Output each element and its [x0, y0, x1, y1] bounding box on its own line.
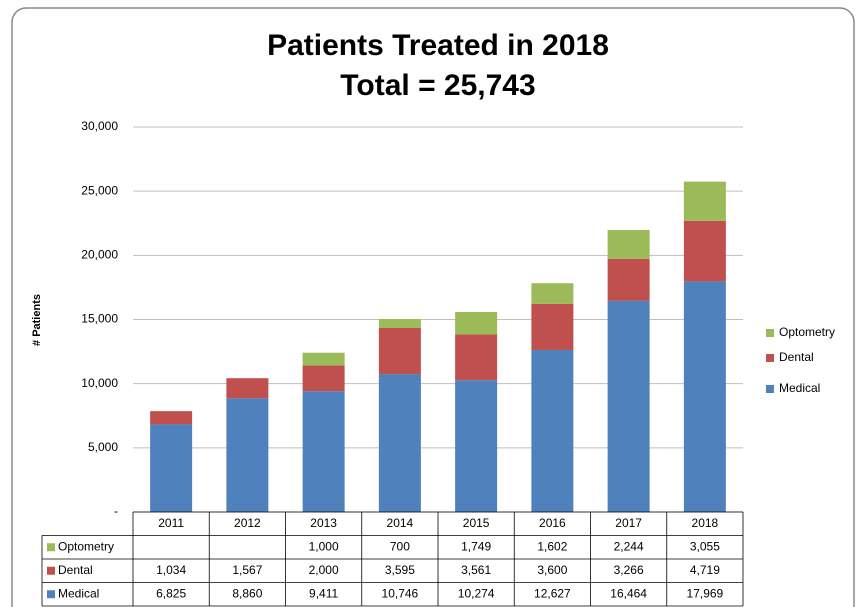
bar-segment — [150, 424, 193, 512]
table-cell: 4,719 — [690, 563, 720, 577]
table-row-label: Dental — [58, 563, 93, 577]
table-cell: 10,746 — [382, 586, 419, 600]
y-tick-label: 25,000 — [81, 183, 118, 197]
bar-segment — [607, 230, 650, 259]
table-cell: 1,567 — [232, 563, 262, 577]
legend-label: Medical — [779, 381, 820, 395]
table-row-label: Medical — [58, 586, 99, 600]
chart-subtitle: Total = 25,743 — [340, 69, 535, 102]
legend-key — [766, 354, 774, 362]
table-cell: 2,244 — [614, 539, 644, 553]
bar-segment — [378, 318, 421, 328]
x-tick-label: 2012 — [234, 516, 261, 530]
table-cell: 9,411 — [309, 586, 338, 600]
table-legend-key — [47, 590, 55, 599]
table-cell: 3,595 — [385, 563, 415, 577]
legend-label: Optometry — [779, 325, 835, 339]
bar-segment — [683, 281, 726, 512]
bar-segment — [378, 374, 421, 512]
y-axis-label: # Patients — [31, 294, 43, 346]
bar-segment — [150, 411, 193, 425]
x-tick-label: 2014 — [387, 516, 414, 530]
x-tick-label: 2015 — [463, 516, 490, 530]
table-cell: 3,055 — [690, 539, 720, 553]
table-cell: 16,464 — [610, 586, 647, 600]
bar-segment — [607, 300, 650, 512]
legend-key — [766, 329, 774, 337]
bar-segment — [531, 303, 574, 350]
bar-segment — [302, 352, 345, 366]
table-legend-key — [47, 566, 55, 575]
x-tick-label: 2011 — [158, 516, 184, 530]
y-tick-label: - — [114, 504, 118, 518]
table-cell: 12,627 — [534, 586, 571, 600]
bar-segment — [226, 378, 269, 399]
bar-segment — [302, 391, 345, 512]
table-cell: 10,274 — [458, 586, 495, 600]
table-legend-key — [47, 543, 55, 552]
y-tick-label: 30,000 — [81, 119, 118, 133]
bar-segment — [455, 334, 498, 381]
chart-title: Patients Treated in 2018 — [267, 29, 609, 62]
table-cell: 1,749 — [461, 539, 491, 553]
bar-segment — [302, 365, 345, 392]
bar-segment — [683, 181, 726, 221]
bar-segment — [455, 380, 498, 512]
legend-label: Dental — [779, 350, 814, 364]
table-cell: 3,600 — [537, 563, 567, 577]
bar-segment — [531, 349, 574, 512]
table-cell: 1,000 — [309, 539, 339, 553]
table-row-label: Optometry — [58, 539, 114, 553]
bar-segment — [378, 327, 421, 375]
y-tick-label: 20,000 — [81, 248, 118, 262]
y-tick-label: 15,000 — [81, 312, 118, 326]
x-tick-label: 2017 — [615, 516, 642, 530]
x-tick-label: 2018 — [692, 516, 719, 530]
y-tick-label: 10,000 — [81, 376, 118, 390]
table-cell: 1,034 — [156, 563, 186, 577]
table-cell: 3,266 — [614, 563, 644, 577]
table-cell: 1,602 — [537, 539, 567, 553]
x-tick-label: 2016 — [539, 516, 566, 530]
table-cell: 17,969 — [687, 586, 724, 600]
bar-segment — [226, 398, 269, 512]
table-cell: 3,561 — [461, 563, 491, 577]
bar-segment — [455, 312, 498, 335]
y-tick-label: 5,000 — [88, 440, 118, 454]
bar-segment — [531, 283, 574, 304]
x-tick-label: 2013 — [310, 516, 337, 530]
bar-segment — [607, 258, 650, 301]
bar-segment — [683, 220, 726, 282]
table-cell: 2,000 — [309, 563, 339, 577]
legend-key — [766, 385, 774, 393]
table-cell: 700 — [390, 539, 410, 553]
table-cell: 6,825 — [156, 586, 186, 600]
table-cell: 8,860 — [232, 586, 262, 600]
